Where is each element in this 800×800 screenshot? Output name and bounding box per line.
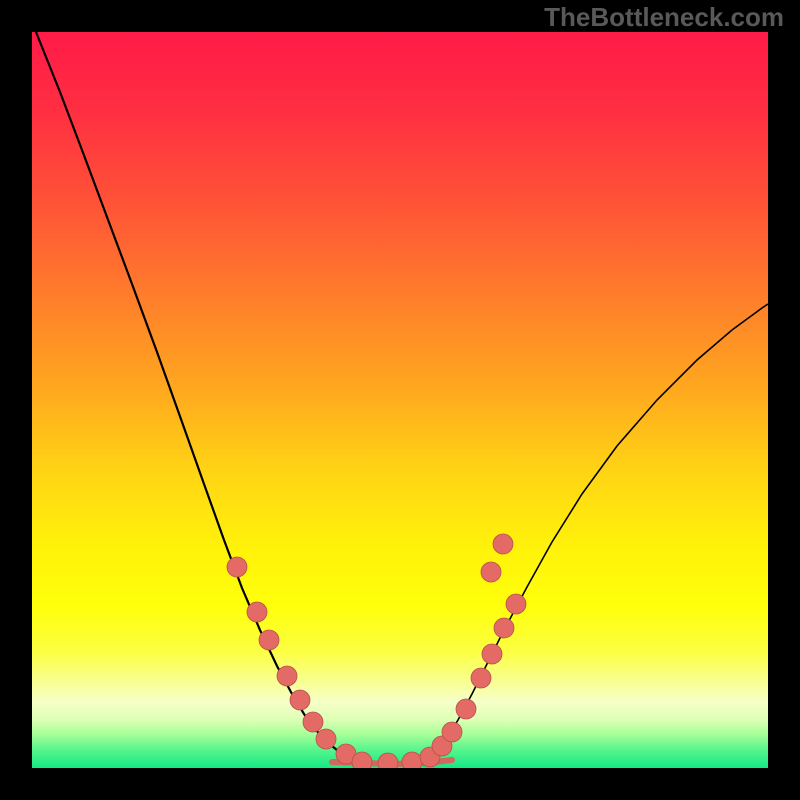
data-dot bbox=[442, 722, 462, 742]
data-dot bbox=[247, 602, 267, 622]
data-dot bbox=[277, 666, 297, 686]
data-dot bbox=[471, 668, 491, 688]
data-dot bbox=[506, 594, 526, 614]
chart-svg bbox=[32, 32, 768, 768]
data-dot bbox=[482, 644, 502, 664]
data-dot bbox=[290, 690, 310, 710]
data-dot bbox=[227, 557, 247, 577]
data-dot bbox=[316, 729, 336, 749]
data-dot bbox=[494, 618, 514, 638]
plot-area bbox=[32, 32, 768, 768]
data-dot bbox=[352, 752, 372, 768]
data-dot bbox=[259, 630, 279, 650]
data-dot bbox=[493, 534, 513, 554]
data-dot bbox=[481, 562, 501, 582]
data-dot bbox=[402, 752, 422, 768]
watermark-text: TheBottleneck.com bbox=[544, 2, 784, 33]
data-dot bbox=[303, 712, 323, 732]
data-dot bbox=[456, 699, 476, 719]
